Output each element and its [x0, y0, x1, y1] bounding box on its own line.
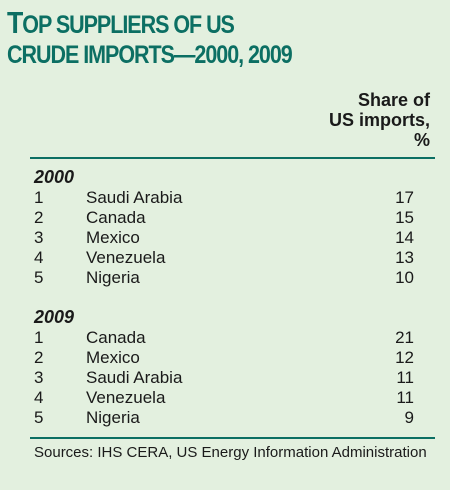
- country-cell: Canada: [86, 208, 146, 227]
- share-cell: 11: [396, 368, 414, 387]
- share-cell: 11: [396, 388, 414, 407]
- column-header-line-2: US imports,: [328, 110, 430, 130]
- share-cell: 12: [395, 348, 414, 367]
- country-cell: Nigeria: [86, 408, 140, 427]
- year-group-2009: 2009 1 Canada 21 2 Mexico 12 3 Saudi Ara…: [34, 306, 414, 428]
- rank-cell: 2: [34, 208, 44, 227]
- rank-cell: 1: [34, 328, 44, 347]
- rank-cell: 5: [34, 268, 44, 287]
- sources-note: Sources: IHS CERA, US Energy Information…: [34, 444, 427, 461]
- table-row: 2 Mexico 12: [34, 348, 414, 368]
- year-group-2000: 2000 1 Saudi Arabia 17 2 Canada 15 3 Mex…: [34, 166, 414, 288]
- share-cell: 15: [395, 208, 414, 227]
- rank-cell: 1: [34, 188, 44, 207]
- share-cell: 9: [404, 408, 414, 427]
- share-cell: 10: [395, 268, 414, 287]
- rank-cell: 5: [34, 408, 44, 427]
- year-heading: 2000: [34, 167, 75, 187]
- country-cell: Canada: [86, 328, 146, 347]
- country-cell: Mexico: [86, 348, 140, 367]
- column-header-line-1: Share of: [357, 90, 430, 110]
- rank-cell: 3: [34, 368, 44, 387]
- table-row: 4 Venezuela 11: [34, 388, 414, 408]
- rank-cell: 3: [34, 228, 44, 247]
- table-row: 3 Saudi Arabia 11: [34, 368, 414, 388]
- country-cell: Saudi Arabia: [86, 368, 183, 387]
- table-row: 2 Canada 15: [34, 208, 414, 228]
- title-line-2: CRUDE IMPORTS—2000, 2009: [7, 41, 293, 69]
- table-row: 1 Saudi Arabia 17: [34, 188, 414, 208]
- rank-cell: 2: [34, 348, 44, 367]
- column-header-line-3: %: [413, 130, 430, 150]
- table-title: TOP SUPPLIERS OF US CRUDE IMPORTS—2000, …: [7, 5, 293, 70]
- column-header-share: Share of US imports, %: [280, 90, 430, 150]
- share-cell: 17: [395, 188, 414, 207]
- top-divider: [30, 157, 435, 159]
- title-line-1: TOP SUPPLIERS OF US: [7, 5, 235, 40]
- share-cell: 14: [395, 228, 414, 247]
- rank-cell: 4: [34, 248, 44, 267]
- share-cell: 13: [395, 248, 414, 267]
- table-row: 5 Nigeria 9: [34, 408, 414, 428]
- country-cell: Mexico: [86, 228, 140, 247]
- table-row: 3 Mexico 14: [34, 228, 414, 248]
- table-row: 5 Nigeria 10: [34, 268, 414, 288]
- country-cell: Venezuela: [86, 388, 166, 407]
- country-cell: Saudi Arabia: [86, 188, 183, 207]
- rank-cell: 4: [34, 388, 44, 407]
- table-row: 4 Venezuela 13: [34, 248, 414, 268]
- share-cell: 21: [395, 328, 414, 347]
- year-heading: 2009: [34, 307, 75, 327]
- table-row: 1 Canada 21: [34, 328, 414, 348]
- country-cell: Venezuela: [86, 248, 166, 267]
- country-cell: Nigeria: [86, 268, 140, 287]
- bottom-divider: [30, 437, 435, 439]
